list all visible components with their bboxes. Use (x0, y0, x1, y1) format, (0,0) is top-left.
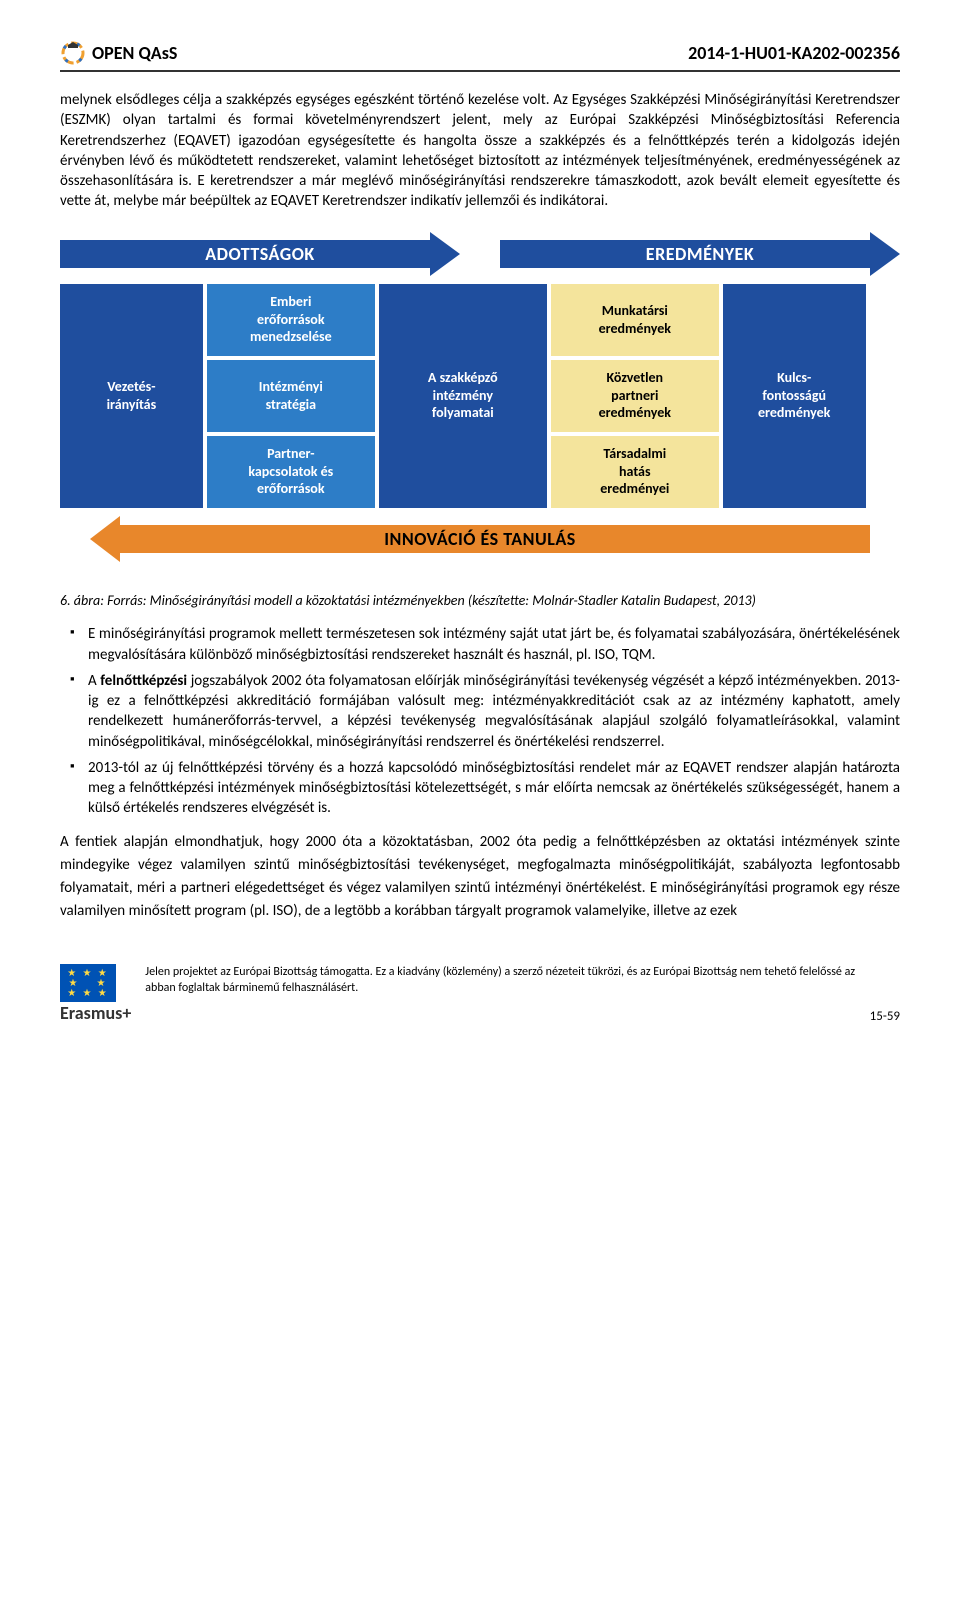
efqm-diagram: ADOTTSÁGOK EREDMÉNYEK Vezetés- irányítás… (60, 232, 900, 562)
footer-disclaimer: Jelen projektet az Európai Bizottság tám… (145, 964, 855, 996)
project-code: 2014-1-HU01-KA202-002356 (688, 42, 900, 64)
list-item: 2013-tól az új felnőttképzési törvény és… (60, 758, 900, 819)
col-vezetes: Vezetés- irányítás (60, 284, 203, 508)
list-item: E minőségirányítási programok mellett te… (60, 624, 900, 665)
header-title: OPEN QAsS (92, 42, 177, 64)
box-kozvetlen: Közvetlen partneri eredmények (551, 360, 719, 432)
box-folyamatok: A szakképző intézmény folyamatai (379, 284, 547, 508)
diagram-boxes: Vezetés- irányítás Emberi erőforrások me… (60, 284, 900, 508)
header-left: OPEN QAsS (60, 40, 177, 66)
arrow-eredmenyek: EREDMÉNYEK (500, 232, 900, 276)
box-munkatarsi: Munkatársi eredmények (551, 284, 719, 356)
col-kulcs: Kulcs- fontosságú eredmények (723, 284, 866, 508)
eu-flag-icon: ★ ★ ★★ ★★ ★ ★ (60, 964, 116, 1002)
logo-icon (60, 40, 86, 66)
paragraph-2: A fentiek alapján elmondhatjuk, hogy 200… (60, 831, 900, 924)
arrow-innovacio: INNOVÁCIÓ ÉS TANULÁS (90, 516, 870, 562)
page-number: 15-59 (870, 1009, 900, 1024)
box-tarsadalmi: Társadalmi hatás eredményei (551, 436, 719, 508)
figure-caption: 6. ábra: Forrás: Minőségirányítási model… (60, 592, 900, 611)
box-vezetes: Vezetés- irányítás (60, 284, 203, 508)
col-results: Munkatársi eredmények Közvetlen partneri… (551, 284, 719, 508)
box-emberi: Emberi erőforrások menedzselése (207, 284, 375, 356)
arrow-left-label: ADOTTSÁGOK (60, 232, 460, 276)
box-partner: Partner- kapcsolatok és erőforrások (207, 436, 375, 508)
footer-logo-block: ★ ★ ★★ ★★ ★ ★ Erasmus+ (60, 964, 131, 1024)
top-arrows: ADOTTSÁGOK EREDMÉNYEK (60, 232, 900, 276)
box-strategia: Intézményi stratégia (207, 360, 375, 432)
arrow-right-label: EREDMÉNYEK (500, 232, 900, 276)
box-kulcs: Kulcs- fontosságú eredmények (723, 284, 866, 508)
page-header: OPEN QAsS 2014-1-HU01-KA202-002356 (60, 40, 900, 72)
col-folyamatok: A szakképző intézmény folyamatai (379, 284, 547, 508)
list-item: A felnőttképzési jogszabályok 2002 óta f… (60, 671, 900, 752)
arrow-bottom-label: INNOVÁCIÓ ÉS TANULÁS (90, 516, 870, 562)
paragraph-1: melynek elsődleges célja a szakképzés eg… (60, 90, 900, 212)
erasmus-label: Erasmus+ (60, 1002, 131, 1024)
bullet-list: E minőségirányítási programok mellett te… (60, 624, 900, 818)
col-enablers: Emberi erőforrások menedzselése Intézmén… (207, 284, 375, 508)
arrow-adottsagok: ADOTTSÁGOK (60, 232, 460, 276)
page-footer: ★ ★ ★★ ★★ ★ ★ Erasmus+ Jelen projektet a… (60, 964, 900, 1024)
